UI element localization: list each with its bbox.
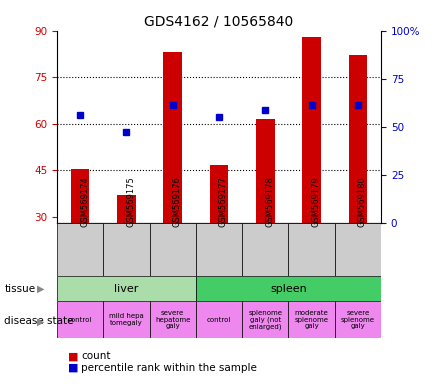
Bar — [103, 223, 149, 276]
Bar — [149, 301, 196, 338]
Bar — [210, 166, 228, 223]
Text: percentile rank within the sample: percentile rank within the sample — [81, 363, 257, 373]
Text: moderate
splenome
galy: moderate splenome galy — [295, 310, 328, 329]
Bar — [149, 223, 196, 276]
Text: GSM569179: GSM569179 — [311, 176, 321, 227]
Text: GSM569174: GSM569174 — [80, 176, 89, 227]
Text: ■: ■ — [68, 351, 78, 361]
Bar — [289, 223, 335, 276]
Text: GSM569178: GSM569178 — [265, 176, 274, 227]
Text: control: control — [68, 317, 92, 323]
Text: GSM569176: GSM569176 — [173, 176, 182, 227]
Text: ▶: ▶ — [37, 316, 45, 326]
Bar — [242, 301, 289, 338]
Bar — [196, 223, 242, 276]
Bar — [163, 52, 182, 223]
Text: tissue: tissue — [4, 284, 35, 294]
Text: splenome
galy (not
enlarged): splenome galy (not enlarged) — [248, 310, 283, 330]
Bar — [57, 276, 196, 301]
Text: GSM569180: GSM569180 — [358, 176, 367, 227]
Bar — [289, 301, 335, 338]
Bar — [302, 37, 321, 223]
Text: ■: ■ — [68, 363, 78, 373]
Bar — [57, 223, 103, 276]
Text: control: control — [207, 317, 231, 323]
Text: severe
hepatome
galy: severe hepatome galy — [155, 310, 191, 329]
Text: disease state: disease state — [4, 316, 74, 326]
Text: liver: liver — [114, 284, 138, 294]
Text: ▶: ▶ — [37, 284, 45, 294]
Title: GDS4162 / 10565840: GDS4162 / 10565840 — [145, 14, 293, 28]
Text: GSM569177: GSM569177 — [219, 176, 228, 227]
Bar — [335, 301, 381, 338]
Bar — [256, 119, 275, 223]
Text: count: count — [81, 351, 110, 361]
Text: spleen: spleen — [270, 284, 307, 294]
Bar — [103, 301, 149, 338]
Bar — [349, 56, 367, 223]
Bar — [117, 195, 136, 223]
Text: GSM569175: GSM569175 — [127, 176, 135, 227]
Bar — [196, 276, 381, 301]
Bar — [242, 223, 289, 276]
Bar — [71, 169, 89, 223]
Text: severe
splenome
galy: severe splenome galy — [341, 310, 375, 329]
Bar — [196, 301, 242, 338]
Bar — [57, 301, 103, 338]
Text: mild hepa
tomegaly: mild hepa tomegaly — [109, 313, 144, 326]
Bar — [335, 223, 381, 276]
